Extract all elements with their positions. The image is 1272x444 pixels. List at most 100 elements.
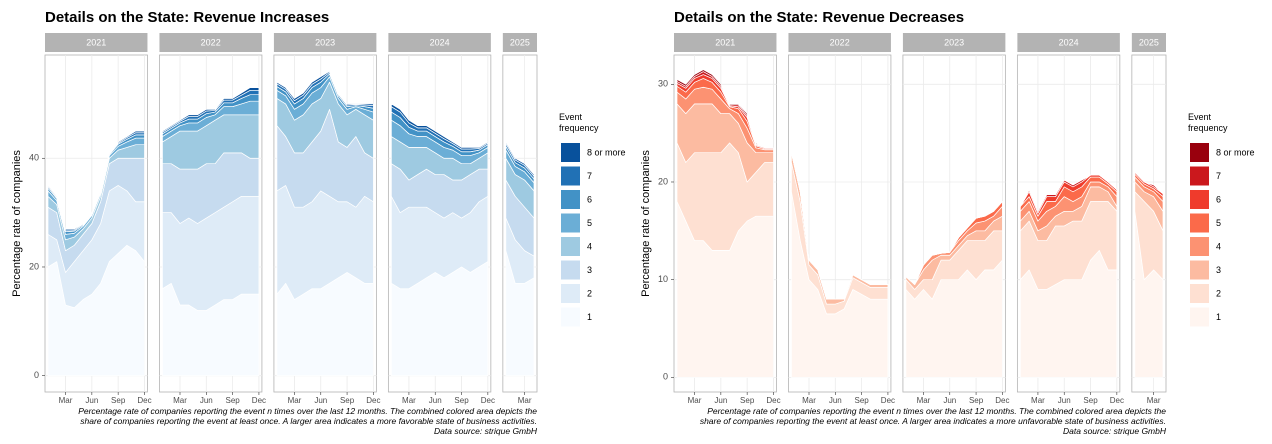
y-axis-label: Percentage rate of companies bbox=[640, 150, 652, 297]
x-tick-label: Sep bbox=[225, 396, 240, 405]
legend-key bbox=[561, 213, 580, 233]
strip bbox=[674, 33, 777, 52]
strip-label: 2021 bbox=[86, 37, 106, 47]
legend-label: 4 bbox=[587, 241, 592, 251]
area-band bbox=[905, 201, 1003, 285]
legend-key bbox=[1190, 143, 1209, 162]
legend-key bbox=[561, 237, 580, 256]
x-tick-label: Dec bbox=[481, 396, 495, 405]
legend-label: 6 bbox=[587, 194, 592, 204]
legend-key bbox=[561, 166, 580, 186]
legend-key bbox=[1190, 237, 1209, 256]
y-tick-label: 0 bbox=[34, 370, 39, 380]
legend-label: 1 bbox=[1216, 312, 1221, 322]
area-band bbox=[505, 141, 535, 177]
legend-label: 3 bbox=[587, 265, 592, 275]
area-band bbox=[162, 87, 260, 133]
area-band bbox=[791, 152, 889, 300]
x-tick-label: Mar bbox=[1147, 396, 1161, 405]
legend-title: Event frequency bbox=[559, 112, 599, 133]
x-tick-label: Mar bbox=[402, 396, 416, 405]
strip-label: 2021 bbox=[715, 37, 735, 47]
y-tick-label: 20 bbox=[658, 176, 668, 186]
legend-key bbox=[1190, 190, 1209, 209]
y-tick-label: 30 bbox=[658, 79, 668, 89]
x-tick-label: Sep bbox=[454, 396, 469, 405]
y-tick-label: 10 bbox=[658, 274, 668, 284]
legend-label: 5 bbox=[587, 218, 592, 228]
area-band bbox=[1020, 174, 1118, 212]
strip bbox=[159, 33, 262, 52]
x-tick-label: Jun bbox=[943, 396, 956, 405]
x-tick-label: Jun bbox=[1058, 396, 1071, 405]
legend-key bbox=[561, 143, 580, 162]
x-tick-label: Mar bbox=[288, 396, 302, 405]
legend-key bbox=[561, 260, 580, 280]
x-tick-label: Mar bbox=[59, 396, 73, 405]
x-tick-label: Dec bbox=[252, 396, 266, 405]
x-tick-label: Mar bbox=[173, 396, 187, 405]
strip-label: 2023 bbox=[315, 37, 335, 47]
legend-key bbox=[1190, 213, 1209, 233]
caption: Percentage rate of companies reporting t… bbox=[699, 406, 1166, 436]
strip bbox=[1131, 33, 1166, 52]
y-tick-label: 20 bbox=[29, 261, 39, 271]
x-tick-label: Jun bbox=[429, 396, 442, 405]
strip bbox=[273, 33, 377, 52]
x-tick-label: Jun bbox=[714, 396, 727, 405]
x-tick-label: Jun bbox=[85, 396, 98, 405]
legend-key bbox=[561, 307, 580, 327]
legend-key bbox=[1190, 284, 1209, 303]
x-tick-label: Sep bbox=[340, 396, 355, 405]
x-tick-label: Mar bbox=[917, 396, 931, 405]
legend-label: 8 or more bbox=[587, 147, 626, 157]
area-band bbox=[676, 69, 774, 149]
legend-label: 2 bbox=[587, 288, 592, 298]
x-tick-label: Mar bbox=[802, 396, 816, 405]
legend-label: 4 bbox=[1216, 241, 1221, 251]
strip bbox=[45, 33, 148, 52]
area-band bbox=[1134, 171, 1164, 195]
legend-label: 3 bbox=[1216, 265, 1221, 275]
legend-label: 5 bbox=[1216, 218, 1221, 228]
x-tick-label: Sep bbox=[111, 396, 126, 405]
strip bbox=[388, 33, 491, 52]
legend-key bbox=[1190, 166, 1209, 186]
legend-label: 6 bbox=[1216, 194, 1221, 204]
x-tick-label: Jun bbox=[829, 396, 842, 405]
y-axis-label: Percentage rate of companies bbox=[11, 150, 23, 297]
legend-label: 2 bbox=[1216, 288, 1221, 298]
x-tick-label: Jun bbox=[200, 396, 213, 405]
legend-label: 7 bbox=[587, 171, 592, 181]
x-tick-label: Sep bbox=[1083, 396, 1098, 405]
chart-title: Details on the State: Revenue Decreases bbox=[674, 9, 964, 26]
x-tick-label: Dec bbox=[137, 396, 151, 405]
strip bbox=[502, 33, 537, 52]
legend-key bbox=[1190, 307, 1209, 327]
strip bbox=[788, 33, 891, 52]
y-tick-label: 40 bbox=[29, 153, 39, 163]
caption: Percentage rate of companies reporting t… bbox=[78, 406, 537, 436]
x-tick-label: Dec bbox=[995, 396, 1009, 405]
strip-label: 2022 bbox=[201, 37, 221, 47]
legend-label: 7 bbox=[1216, 171, 1221, 181]
strip bbox=[902, 33, 1006, 52]
x-tick-label: Mar bbox=[1031, 396, 1045, 405]
legend-key bbox=[1190, 260, 1209, 280]
y-tick-label: 0 bbox=[663, 372, 668, 382]
legend-label: 1 bbox=[587, 312, 592, 322]
area-band bbox=[391, 103, 489, 150]
x-tick-label: Sep bbox=[740, 396, 755, 405]
chart-title: Details on the State: Revenue Increases bbox=[45, 9, 329, 26]
area-band bbox=[47, 130, 145, 231]
legend-key bbox=[561, 190, 580, 209]
area-band bbox=[276, 70, 374, 106]
legend-key bbox=[561, 284, 580, 303]
strip-label: 2022 bbox=[830, 37, 850, 47]
strip-label: 2024 bbox=[430, 37, 450, 47]
strip-label: 2025 bbox=[1139, 37, 1159, 47]
x-tick-label: Mar bbox=[518, 396, 532, 405]
legend-title: Event frequency bbox=[1188, 112, 1228, 133]
